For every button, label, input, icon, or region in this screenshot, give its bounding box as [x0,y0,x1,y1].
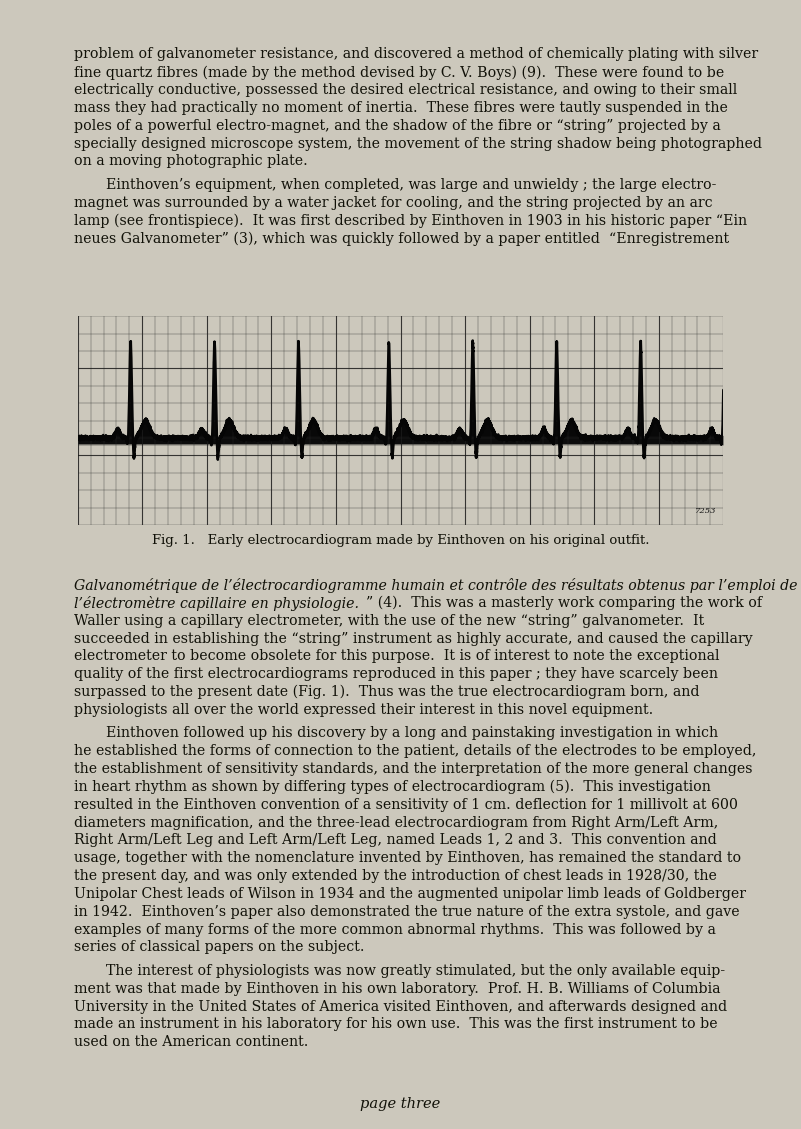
Text: University in the United States of America visited Einthoven, and afterwards des: University in the United States of Ameri… [74,999,727,1014]
Text: Unipolar Chest leads of Wilson in 1934 and the augmented unipolar limb leads of : Unipolar Chest leads of Wilson in 1934 a… [74,887,746,901]
Text: page three: page three [360,1097,441,1111]
Text: quality of the first electrocardiograms reproduced in this paper ; they have sca: quality of the first electrocardiograms … [74,667,718,681]
Text: Waller using a capillary electrometer, with the use of the new “string” galvanom: Waller using a capillary electrometer, w… [74,614,704,628]
Text: Fig. 1.   Early electrocardiogram made by Einthoven on his original outfit.: Fig. 1. Early electrocardiogram made by … [151,534,650,548]
Text: succeeded in establishing the “string” instrument as highly accurate, and caused: succeeded in establishing the “string” i… [74,631,752,646]
Text: electrically conductive, possessed the desired electrical resistance, and owing : electrically conductive, possessed the d… [74,84,737,97]
Text: diameters magnification, and the three-lead electrocardiogram from Right Arm/Lef: diameters magnification, and the three-l… [74,815,718,830]
Text: lamp (see frontispiece).  It was first described by Einthoven in 1903 in his his: lamp (see frontispiece). It was first de… [74,213,747,228]
Text: in heart rhythm as shown by differing types of electrocardiogram (5).  This inve: in heart rhythm as shown by differing ty… [74,780,710,795]
Text: electrometer to become obsolete for this purpose.  It is of interest to note the: electrometer to become obsolete for this… [74,649,719,664]
Text: on a moving photographic plate.: on a moving photographic plate. [74,155,308,168]
Text: resulted in the Einthoven convention of a sensitivity of 1 cm. deflection for 1 : resulted in the Einthoven convention of … [74,798,738,812]
Text: 7253: 7253 [695,507,717,515]
Text: he established the forms of connection to the patient, details of the electrodes: he established the forms of connection t… [74,744,756,759]
Text: Right Arm/Left Leg and Left Arm/Left Leg, named Leads 1, 2 and 3.  This conventi: Right Arm/Left Leg and Left Arm/Left Leg… [74,833,716,848]
Text: the establishment of sensitivity standards, and the interpretation of the more g: the establishment of sensitivity standar… [74,762,752,776]
Text: specially designed microscope system, the movement of the string shadow being ph: specially designed microscope system, th… [74,137,762,150]
Text: poles of a powerful electro-magnet, and the shadow of the fibre or “string” proj: poles of a powerful electro-magnet, and … [74,119,720,133]
Text: mass they had practically no moment of inertia.  These fibres were tautly suspen: mass they had practically no moment of i… [74,100,727,115]
Text: used on the American continent.: used on the American continent. [74,1035,308,1049]
Text: ment was that made by Einthoven in his own laboratory.  Prof. H. B. Williams of : ment was that made by Einthoven in his o… [74,982,720,996]
Text: in 1942.  Einthoven’s paper also demonstrated the true nature of the extra systo: in 1942. Einthoven’s paper also demonstr… [74,904,739,919]
Text: The interest of physiologists was now greatly stimulated, but the only available: The interest of physiologists was now gr… [106,964,725,978]
Text: l’électromètre capillaire en physiologie.: l’électromètre capillaire en physiologie… [74,596,359,611]
Text: the present day, and was only extended by the introduction of chest leads in 192: the present day, and was only extended b… [74,869,717,883]
Text: magnet was surrounded by a water jacket for cooling, and the string projected by: magnet was surrounded by a water jacket … [74,195,712,210]
Text: series of classical papers on the subject.: series of classical papers on the subjec… [74,940,364,954]
Text: Galvanométrique de l’électrocardiogramme humain et contrôle des résultats obtenu: Galvanométrique de l’électrocardiogramme… [74,578,797,593]
Text: problem of galvanometer resistance, and discovered a method of chemically platin: problem of galvanometer resistance, and … [74,47,758,61]
Text: surpassed to the present date (Fig. 1).  Thus was the true electrocardiogram bor: surpassed to the present date (Fig. 1). … [74,685,699,700]
Text: physiologists all over the world expressed their interest in this novel equipmen: physiologists all over the world express… [74,703,653,717]
Text: Einthoven’s equipment, when completed, was large and unwieldy ; the large electr: Einthoven’s equipment, when completed, w… [106,178,716,192]
Text: ” (4).  This was a masterly work comparing the work of: ” (4). This was a masterly work comparin… [366,596,763,611]
Text: neues Galvanometer” (3), which was quickly followed by a paper entitled  “Enregi: neues Galvanometer” (3), which was quick… [74,231,729,246]
Text: fine quartz fibres (made by the method devised by C. V. Boys) (9).  These were f: fine quartz fibres (made by the method d… [74,65,724,80]
Text: usage, together with the nomenclature invented by Einthoven, has remained the st: usage, together with the nomenclature in… [74,851,741,865]
Text: made an instrument in his laboratory for his own use.  This was the first instru: made an instrument in his laboratory for… [74,1017,718,1032]
Text: examples of many forms of the more common abnormal rhythms.  This was followed b: examples of many forms of the more commo… [74,922,715,937]
Text: Einthoven followed up his discovery by a long and painstaking investigation in w: Einthoven followed up his discovery by a… [106,726,718,741]
